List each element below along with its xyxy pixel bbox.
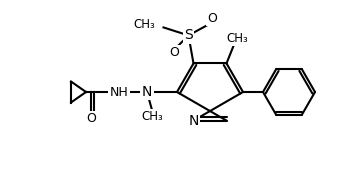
Text: CH₃: CH₃: [134, 18, 156, 31]
Text: S: S: [184, 28, 193, 42]
Text: N: N: [188, 114, 199, 128]
Text: NH: NH: [110, 86, 129, 99]
Text: CH₃: CH₃: [227, 32, 248, 45]
Text: O: O: [170, 46, 179, 59]
Text: O: O: [86, 112, 96, 126]
Text: O: O: [208, 12, 217, 25]
Text: CH₃: CH₃: [141, 111, 163, 124]
Text: N: N: [142, 85, 152, 99]
